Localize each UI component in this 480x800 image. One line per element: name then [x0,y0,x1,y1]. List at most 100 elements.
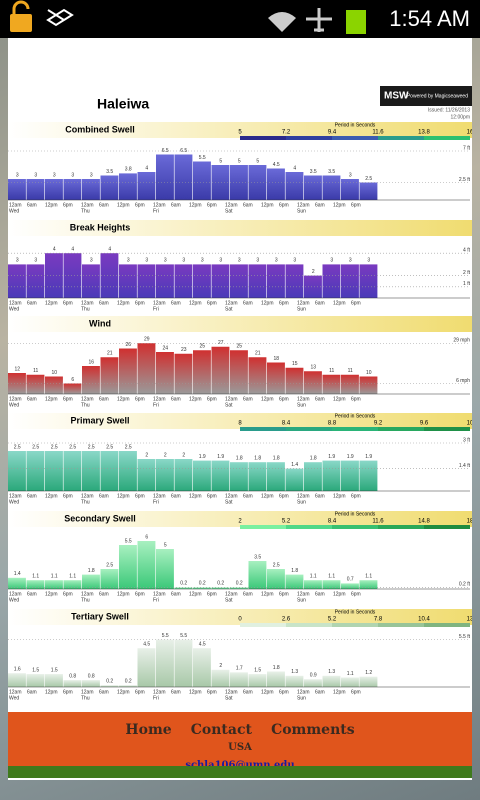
period-tick: 5.2 [328,617,337,623]
bar [26,264,45,298]
hour-label: 12pm [45,202,58,208]
hour-label: 6am [99,591,109,597]
panel-title: Tertiary Swell [71,611,129,621]
hour-label: 6pm [351,493,361,499]
hour-label: 12am [153,493,166,499]
period-swatch [240,136,286,140]
hour-label: 6pm [207,396,217,402]
value-label: 5.5 [125,538,132,544]
hour-label: 12pm [117,591,130,597]
hour-label: 6am [243,493,253,499]
bar [322,580,341,589]
bar [174,353,193,394]
nav: Home Contact Comments [8,712,472,738]
day-label: Thu [81,208,90,214]
hour-label: 12pm [45,493,58,499]
bar [156,264,174,298]
value-label: 1.8 [310,456,317,462]
value-label: 1.9 [328,454,335,460]
day-label: Sat [225,208,233,214]
period-tick: 16 [467,130,472,136]
value-label: 11 [329,368,334,374]
value-label: 1.9 [365,454,372,460]
day-label: Fri [153,402,159,408]
value-label: 2.5 [106,444,113,450]
day-label: Wed [9,208,19,214]
bar [193,587,211,589]
bar [285,574,304,589]
value-label: 2 [219,663,222,669]
email[interactable]: schla106@umn.edu [185,760,294,771]
nav-link[interactable]: Comments [271,722,355,738]
bar [248,561,267,589]
bar [322,175,341,200]
logo: MSW [384,91,409,102]
bar [119,685,137,687]
hour-label: 12am [9,591,22,597]
bar [100,685,119,687]
value-label: 3 [293,258,296,264]
period-label: Period in Seconds [335,413,376,419]
bar [248,462,267,491]
bar [230,672,248,687]
value-label: 3 [16,172,19,178]
value-label: 1.9 [217,454,224,460]
value-label: 3.5 [106,169,113,175]
period-swatch [378,623,424,627]
hour-label: 6pm [63,493,73,499]
hour-label: 12pm [333,202,346,208]
bar [230,350,248,394]
clock: 1:54 AM [389,6,470,31]
bar [174,154,193,200]
value-label: 3 [90,172,93,178]
day-label: Thu [81,695,90,701]
value-label: 3 [349,258,352,264]
day-label: Wed [9,306,19,312]
day-label: Thu [81,306,90,312]
logo-tag: Powered by Magicseaweed [407,93,468,99]
hour-label: 12am [153,396,166,402]
hour-label: 6pm [279,591,289,597]
period-tick: 9.4 [328,130,337,136]
period-tick: 8.4 [328,519,337,525]
hour-label: 12pm [117,300,130,306]
bar [193,350,211,394]
nav-link[interactable]: Contact [190,722,252,738]
hour-label: 12pm [333,591,346,597]
bar [82,451,100,491]
bar [267,462,285,491]
hour-label: 6am [171,202,181,208]
day-label: Sat [225,402,233,408]
value-label: 1.7 [236,666,243,672]
y-tick-label: 7 ft [463,145,471,151]
nav-link[interactable]: Home [125,722,172,738]
day-label: Fri [153,597,159,603]
day-label: Wed [9,695,19,701]
day-label: Sat [225,499,233,505]
hour-label: 12am [225,300,238,306]
hour-label: 12pm [45,591,58,597]
value-label: 3 [34,172,37,178]
value-label: 2.5 [69,444,76,450]
day-label: Thu [81,597,90,603]
value-label: 2.5 [365,176,372,182]
hour-label: 12am [297,591,310,597]
hour-label: 12pm [45,396,58,402]
bar [63,580,82,589]
panel-title: Break Heights [70,222,131,232]
country: USA [228,742,252,753]
hour-label: 12pm [261,300,274,306]
bar [341,460,359,491]
hour-label: 6pm [135,396,145,402]
y-tick-label: 29 mph [453,338,470,344]
bar [230,587,248,589]
hour-label: 12pm [333,300,346,306]
period-tick: 8 [238,421,242,427]
hour-label: 12am [9,202,22,208]
bar [248,264,267,298]
bar [119,264,137,298]
bar [82,179,100,200]
bar [174,587,193,589]
value-label: 1.8 [88,568,95,574]
